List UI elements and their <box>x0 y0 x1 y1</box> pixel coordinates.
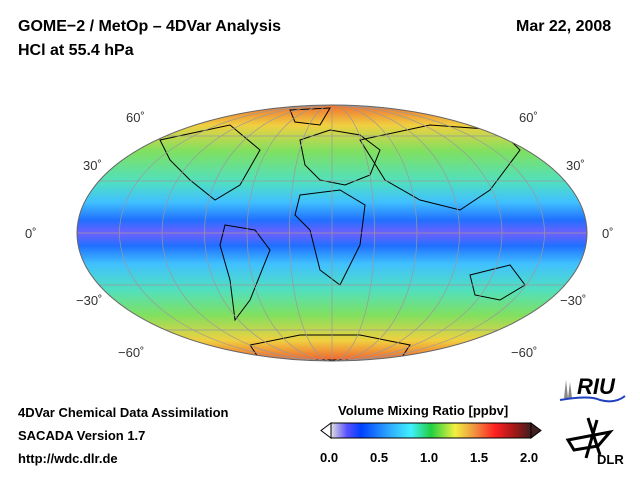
lat-label-eq-left: 0˚ <box>25 226 37 241</box>
lat-label-60s-left: −60˚ <box>118 345 145 360</box>
footer-url[interactable]: http://wdc.dlr.de <box>18 451 118 466</box>
lat-label-60s-right: −60˚ <box>511 345 538 360</box>
colorbar-max-arrow <box>530 422 542 439</box>
footer-line-2: SACADA Version 1.7 <box>18 428 146 443</box>
colorbar-tick: 0.0 <box>320 450 339 465</box>
riu-logo-icon <box>559 380 626 403</box>
lat-label-60n-right: 60˚ <box>519 110 538 125</box>
lat-label-30s-right: −30˚ <box>560 293 587 308</box>
colorbar-tick: 0.5 <box>370 450 389 465</box>
lat-label-30n-left: 30˚ <box>83 158 102 173</box>
lat-label-eq-right: 0˚ <box>602 226 614 241</box>
colorbar <box>320 422 542 439</box>
lat-label-60n-left: 60˚ <box>126 110 145 125</box>
lat-label-30s-left: −30˚ <box>76 293 103 308</box>
colorbar-tick: 1.0 <box>420 450 439 465</box>
subtitle: HCl at 55.4 hPa <box>18 42 134 59</box>
colorbar-min-arrow <box>320 422 332 439</box>
dlr-logo-text: DLR <box>597 452 624 467</box>
colorbar-tick: 1.5 <box>470 450 489 465</box>
title: GOME−2 / MetOp – 4DVar Analysis <box>18 18 282 35</box>
footer-line-1: 4DVar Chemical Data Assimilation <box>18 405 229 420</box>
date: Mar 22, 2008 <box>516 18 612 35</box>
lat-label-30n-right: 30˚ <box>566 158 585 173</box>
map-border <box>76 104 588 362</box>
colorbar-gradient <box>330 422 532 439</box>
dlr-logo-icon <box>565 417 614 459</box>
colorbar-title: Volume Mixing Ratio [ppbv] <box>338 403 509 418</box>
riu-logo-text: RIU <box>577 374 615 399</box>
colorbar-tick: 2.0 <box>520 450 539 465</box>
